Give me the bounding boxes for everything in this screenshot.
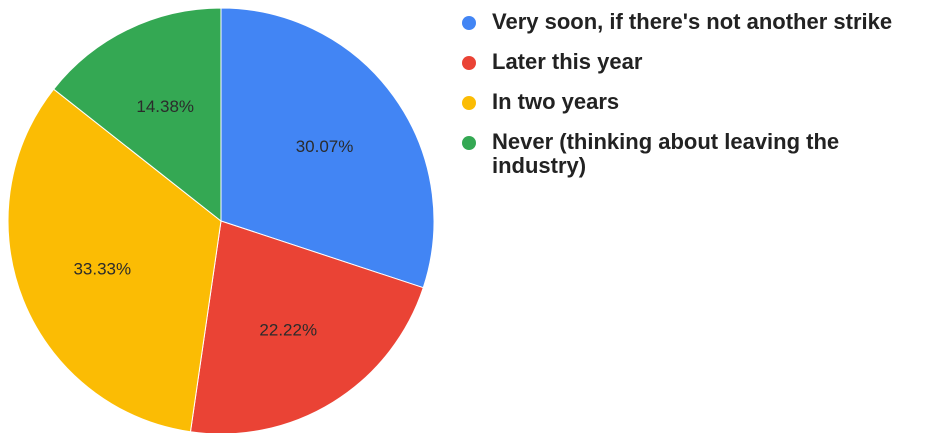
legend-label: In two years	[492, 89, 620, 114]
pie-slice-never	[52, 7, 222, 223]
legend-item-never: Never (thinking about leaving the indust…	[462, 130, 932, 178]
legend-swatch-red	[462, 56, 476, 70]
pie-slices	[7, 7, 435, 433]
legend-item-very-soon: Very soon, if there's not another strike	[462, 10, 932, 34]
pie-slice-labels: 30.07% 22.22% 33.33% 14.38%	[73, 97, 353, 340]
legend-swatch-green	[462, 136, 476, 150]
pie-slice-label-in-two-years: 33.33%	[73, 259, 131, 278]
legend-swatch-yellow	[462, 96, 476, 110]
pie-slice-label-never: 14.38%	[136, 97, 194, 116]
pie-chart: 30.07% 22.22% 33.33% 14.38%	[7, 7, 435, 433]
legend-item-in-two-years: In two years	[462, 90, 932, 114]
legend-swatch-blue	[462, 16, 476, 30]
pie-slice-later-this-year	[189, 220, 424, 433]
legend-label: Later this year	[492, 49, 643, 74]
pie-slice-very-soon	[220, 7, 435, 289]
pie-slice-label-very-soon: 30.07%	[296, 137, 354, 156]
pie-slice-in-two-years	[7, 88, 222, 433]
pie-slice-label-later-this-year: 22.22%	[259, 321, 317, 340]
legend-label: Very soon, if there's not another strike	[492, 9, 893, 34]
legend-item-later-this-year: Later this year	[462, 50, 932, 74]
chart-legend: Very soon, if there's not another strike…	[462, 10, 932, 194]
legend-label: Never (thinking about leaving the indust…	[492, 129, 840, 178]
